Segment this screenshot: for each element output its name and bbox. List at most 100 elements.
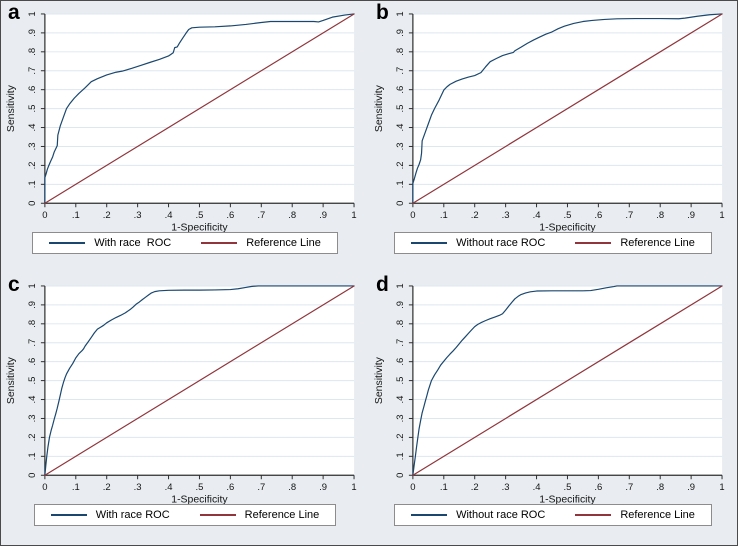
legend-box: With race ROC Reference Line [33, 504, 337, 526]
legend-b: Without race ROC Reference Line [369, 232, 737, 254]
x-tick-label: 1 [719, 210, 724, 221]
x-tick-label: .3 [134, 210, 142, 221]
x-tick-label: .8 [288, 210, 296, 221]
legend-label: Reference Line [244, 509, 320, 521]
y-tick-label: .3 [395, 415, 406, 423]
x-tick-label: .8 [656, 482, 664, 493]
y-tick-label: .5 [395, 377, 406, 385]
y-tick-label: .1 [395, 180, 406, 188]
x-tick-label: .1 [440, 210, 448, 221]
x-tick-label: .8 [288, 482, 296, 493]
panel-letter-a: a [8, 1, 20, 24]
y-tick-label: .5 [27, 105, 38, 113]
legend-entry-roc: Without race ROC [411, 237, 545, 249]
y-tick-label: 1 [395, 11, 406, 16]
y-tick-label: 0 [395, 201, 406, 206]
x-tick-label: .5 [564, 210, 572, 221]
roc-line-swatch [50, 514, 87, 516]
x-axis-title: 1-Specificity [171, 223, 228, 234]
y-tick-label: .9 [395, 301, 406, 309]
y-tick-label: .2 [395, 161, 406, 169]
roc-panel-b: b 0 .1 .2 .3 .4 .5 .6 .7 .8 .9 1 0 .1 .2 .3 .4 .5 .6 .7 .8.… [369, 1, 737, 273]
reference-line-swatch [575, 242, 612, 244]
x-tick-label: .2 [471, 482, 479, 493]
roc-plot-c: 0 .1 .2 .3 .4 .5 .6 .7 .8 .9 1 0 .1 .2 .3 .4 .5 .6 .7 .8 .9 1… [6, 283, 357, 506]
x-tick-label: .4 [533, 210, 541, 221]
y-axis-title: Sensitivity [6, 356, 17, 404]
x-tick-label: 1 [719, 482, 724, 493]
x-tick-label: .9 [319, 210, 327, 221]
x-tick-label: .7 [257, 210, 265, 221]
series-with-race-roc [44, 13, 355, 204]
x-tick-label: .1 [440, 482, 448, 493]
roc-panel-d: d 0 .1 .2 .3 .4 .5 .6 .7 .8 .9 1 0 .1 .2 .3 .4 .5 .6 .7 .8.… [369, 273, 737, 545]
series-without-race-roc [412, 285, 723, 476]
legend-label: Reference Line [246, 237, 321, 249]
legend-entry-reference: Reference Line [575, 509, 695, 521]
y-tick-label: .9 [395, 29, 406, 37]
legend-label: Reference Line [620, 237, 695, 249]
x-tick-label: .5 [196, 482, 204, 493]
legend-label: With race ROC [95, 509, 170, 521]
x-tick-label: 1 [351, 482, 356, 493]
y-tick-label: .2 [395, 433, 406, 441]
legend-entry-reference: Reference Line [575, 237, 695, 249]
y-tick-label: .2 [27, 433, 38, 441]
y-tick-label: .6 [395, 358, 406, 366]
legend-entry-roc: With race ROC [49, 237, 171, 249]
legend-entry-reference: Reference Line [199, 509, 320, 521]
y-tick-label: .4 [395, 124, 406, 132]
legend-box: Without race ROC Reference Line [394, 504, 712, 526]
x-tick-label: .4 [533, 482, 541, 493]
roc-line-swatch [49, 242, 86, 244]
x-tick-label: .3 [134, 482, 142, 493]
x-tick-label: 0 [42, 210, 47, 221]
x-tick-label: .1 [72, 482, 80, 493]
x-axis-title: 1-Specificity [539, 223, 596, 234]
x-tick-label: .1 [72, 210, 80, 221]
series-reference-line [412, 285, 723, 476]
x-tick-label: .5 [196, 210, 204, 221]
series-without-race-roc [412, 13, 723, 204]
x-axis-title: 1-Specificity [171, 495, 228, 506]
y-tick-label: .8 [395, 48, 406, 56]
x-tick-label: .6 [594, 482, 602, 493]
roc-panel-a: a 0 .1 .2 .3 .4 .5 .6 .7 .8 .9 1 0 .1 .2 .3 .4 .5 .6 .7 .8.… [1, 1, 369, 273]
y-tick-label: .3 [395, 143, 406, 151]
legend-box: Without race ROC Reference Line [394, 232, 712, 254]
legend-entry-roc: With race ROC [50, 509, 170, 521]
y-tick-label: .7 [395, 67, 406, 75]
x-tick-label: 0 [410, 210, 415, 221]
legend-label: Reference Line [620, 509, 695, 521]
x-tick-label: .4 [165, 210, 173, 221]
x-tick-label: 0 [410, 482, 415, 493]
y-tick-label: .9 [27, 301, 38, 309]
x-tick-label: .7 [625, 482, 633, 493]
series-with-race-roc [44, 285, 355, 476]
roc-plot-b: 0 .1 .2 .3 .4 .5 .6 .7 .8 .9 1 0 .1 .2 .3 .4 .5 .6 .7 .8 .9 1… [374, 11, 725, 234]
y-tick-label: .4 [27, 396, 38, 404]
y-tick-label: .4 [27, 124, 38, 132]
x-tick-label: .9 [319, 482, 327, 493]
legend-label: Without race ROC [456, 237, 546, 249]
legend-label: Without race ROC [456, 509, 546, 521]
x-tick-label: .6 [226, 210, 234, 221]
x-tick-label: 0 [42, 482, 47, 493]
y-tick-label: 0 [27, 201, 38, 206]
y-tick-label: .5 [395, 105, 406, 113]
legend-box: With race ROC Reference Line [32, 232, 338, 254]
y-tick-label: .1 [27, 452, 38, 460]
x-tick-label: .8 [656, 210, 664, 221]
y-axis-title: Sensitivity [374, 84, 385, 132]
reference-line-swatch [199, 514, 236, 516]
y-tick-label: .7 [27, 339, 38, 347]
legend-c: With race ROC Reference Line [1, 504, 369, 526]
series-reference-line [44, 285, 355, 476]
x-tick-label: .7 [625, 210, 633, 221]
y-tick-label: 1 [27, 11, 38, 16]
series-reference-line [44, 13, 355, 204]
roc-plot-d: 0 .1 .2 .3 .4 .5 .6 .7 .8 .9 1 0 .1 .2 .3 .4 .5 .6 .7 .8 .9 1… [374, 283, 725, 505]
y-tick-label: .1 [395, 452, 406, 460]
y-tick-label: 1 [395, 283, 406, 288]
legend-entry-roc: Without race ROC [411, 509, 545, 521]
